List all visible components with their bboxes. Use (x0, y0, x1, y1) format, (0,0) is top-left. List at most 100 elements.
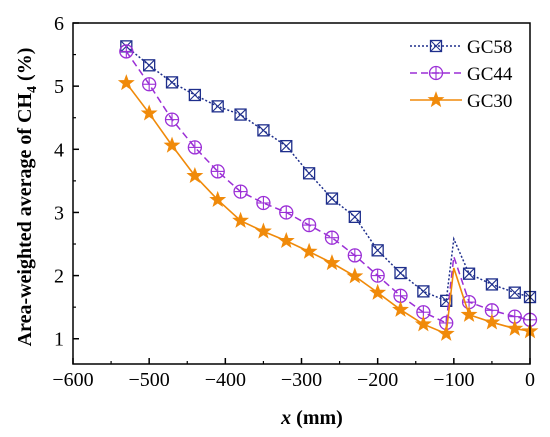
marker-square (280, 139, 293, 153)
marker-star (460, 305, 478, 322)
marker-star (483, 313, 501, 330)
marker-cross-b (463, 267, 475, 280)
marker-cross-b (257, 124, 270, 137)
data-point (119, 44, 134, 59)
marker-cross-b (188, 89, 201, 101)
data-point (143, 59, 156, 72)
y-tick-label: 3 (54, 202, 64, 224)
data-point (211, 100, 224, 113)
marker-square (417, 285, 430, 298)
data-point (165, 76, 179, 89)
series-GC30 (117, 74, 539, 341)
marker-cross-b (417, 285, 430, 298)
marker-star (369, 283, 387, 300)
data-point (417, 285, 430, 298)
data-point (483, 313, 501, 330)
marker-star (346, 267, 364, 284)
data-point (347, 248, 362, 263)
marker-star (414, 315, 432, 332)
data-point (325, 192, 339, 205)
data-point (324, 230, 340, 245)
data-point (301, 217, 317, 233)
y-tick-label: 4 (54, 139, 64, 161)
data-point (392, 300, 409, 317)
y-tick-label: 2 (54, 266, 64, 288)
marker-square (485, 278, 499, 291)
legend-marker-GC30 (427, 91, 445, 108)
marker-star (323, 254, 341, 271)
legend-label-GC58: GC58 (467, 37, 512, 58)
data-point (164, 112, 180, 127)
data-point (233, 184, 248, 199)
marker-square (302, 167, 316, 180)
data-point (280, 139, 293, 153)
data-point (142, 77, 157, 92)
y-tick-label: 5 (54, 76, 64, 98)
y-tick-label: 6 (54, 13, 64, 35)
data-point (256, 195, 271, 211)
data-point (279, 205, 294, 220)
marker-star (232, 211, 250, 228)
marker-star (300, 242, 318, 259)
data-point (462, 267, 476, 280)
data-point (209, 190, 227, 208)
marker-square (188, 88, 202, 102)
x-tick-label: −200 (357, 369, 398, 391)
marker-square (143, 59, 156, 72)
legend-marker-GC58 (429, 39, 443, 53)
marker-star (277, 231, 295, 249)
marker-square (508, 286, 521, 299)
data-point (508, 286, 521, 299)
legend-marker-GC44 (428, 65, 444, 81)
series-line (125, 50, 531, 325)
marker-square (440, 294, 453, 308)
x-tick-label: −100 (433, 369, 474, 391)
marker-star (209, 190, 227, 208)
data-point (186, 166, 204, 183)
marker-cross-b (430, 40, 442, 52)
data-point (485, 278, 499, 291)
marker-cross-b (394, 267, 407, 279)
marker-square (429, 39, 443, 53)
x-tick-label: −400 (205, 369, 246, 391)
data-point (234, 108, 247, 121)
x-tick-label: 0 (525, 369, 535, 391)
marker-cross-b (280, 140, 293, 153)
marker-cross-b (143, 59, 156, 72)
marker-star (392, 300, 409, 317)
marker-cross-b (486, 278, 498, 291)
data-point (187, 140, 203, 155)
marker-cross-b (166, 76, 178, 89)
data-point (346, 267, 364, 284)
x-tick-label: −600 (52, 369, 93, 391)
data-point (254, 222, 272, 239)
marker-square (257, 124, 270, 137)
marker-square (462, 267, 476, 280)
marker-star (506, 319, 524, 336)
data-point (414, 315, 432, 332)
marker-square (325, 192, 339, 205)
marker-star (163, 136, 181, 153)
legend-label-GC44: GC44 (467, 64, 513, 85)
data-point (370, 268, 385, 283)
data-point (210, 164, 225, 179)
axes-layer: −600 −500 −400 −300 −200 −100 0 1 2 3 4 5 6 (52, 13, 535, 391)
data-point (188, 88, 202, 102)
data-point (506, 319, 524, 336)
marker-star (437, 324, 455, 341)
x-axis-title: x (mm) (280, 407, 343, 429)
marker-square (234, 108, 247, 121)
x-tick-label: −500 (129, 369, 170, 391)
marker-square (348, 210, 361, 224)
data-point (371, 244, 384, 257)
data-point (300, 242, 318, 259)
series-layer (117, 40, 539, 341)
data-point (163, 136, 181, 153)
data-point (393, 288, 408, 303)
data-point (369, 283, 387, 300)
marker-star (117, 74, 135, 91)
marker-star (427, 91, 445, 108)
data-point (348, 210, 361, 224)
marker-square (371, 244, 384, 257)
data-point (232, 211, 250, 228)
